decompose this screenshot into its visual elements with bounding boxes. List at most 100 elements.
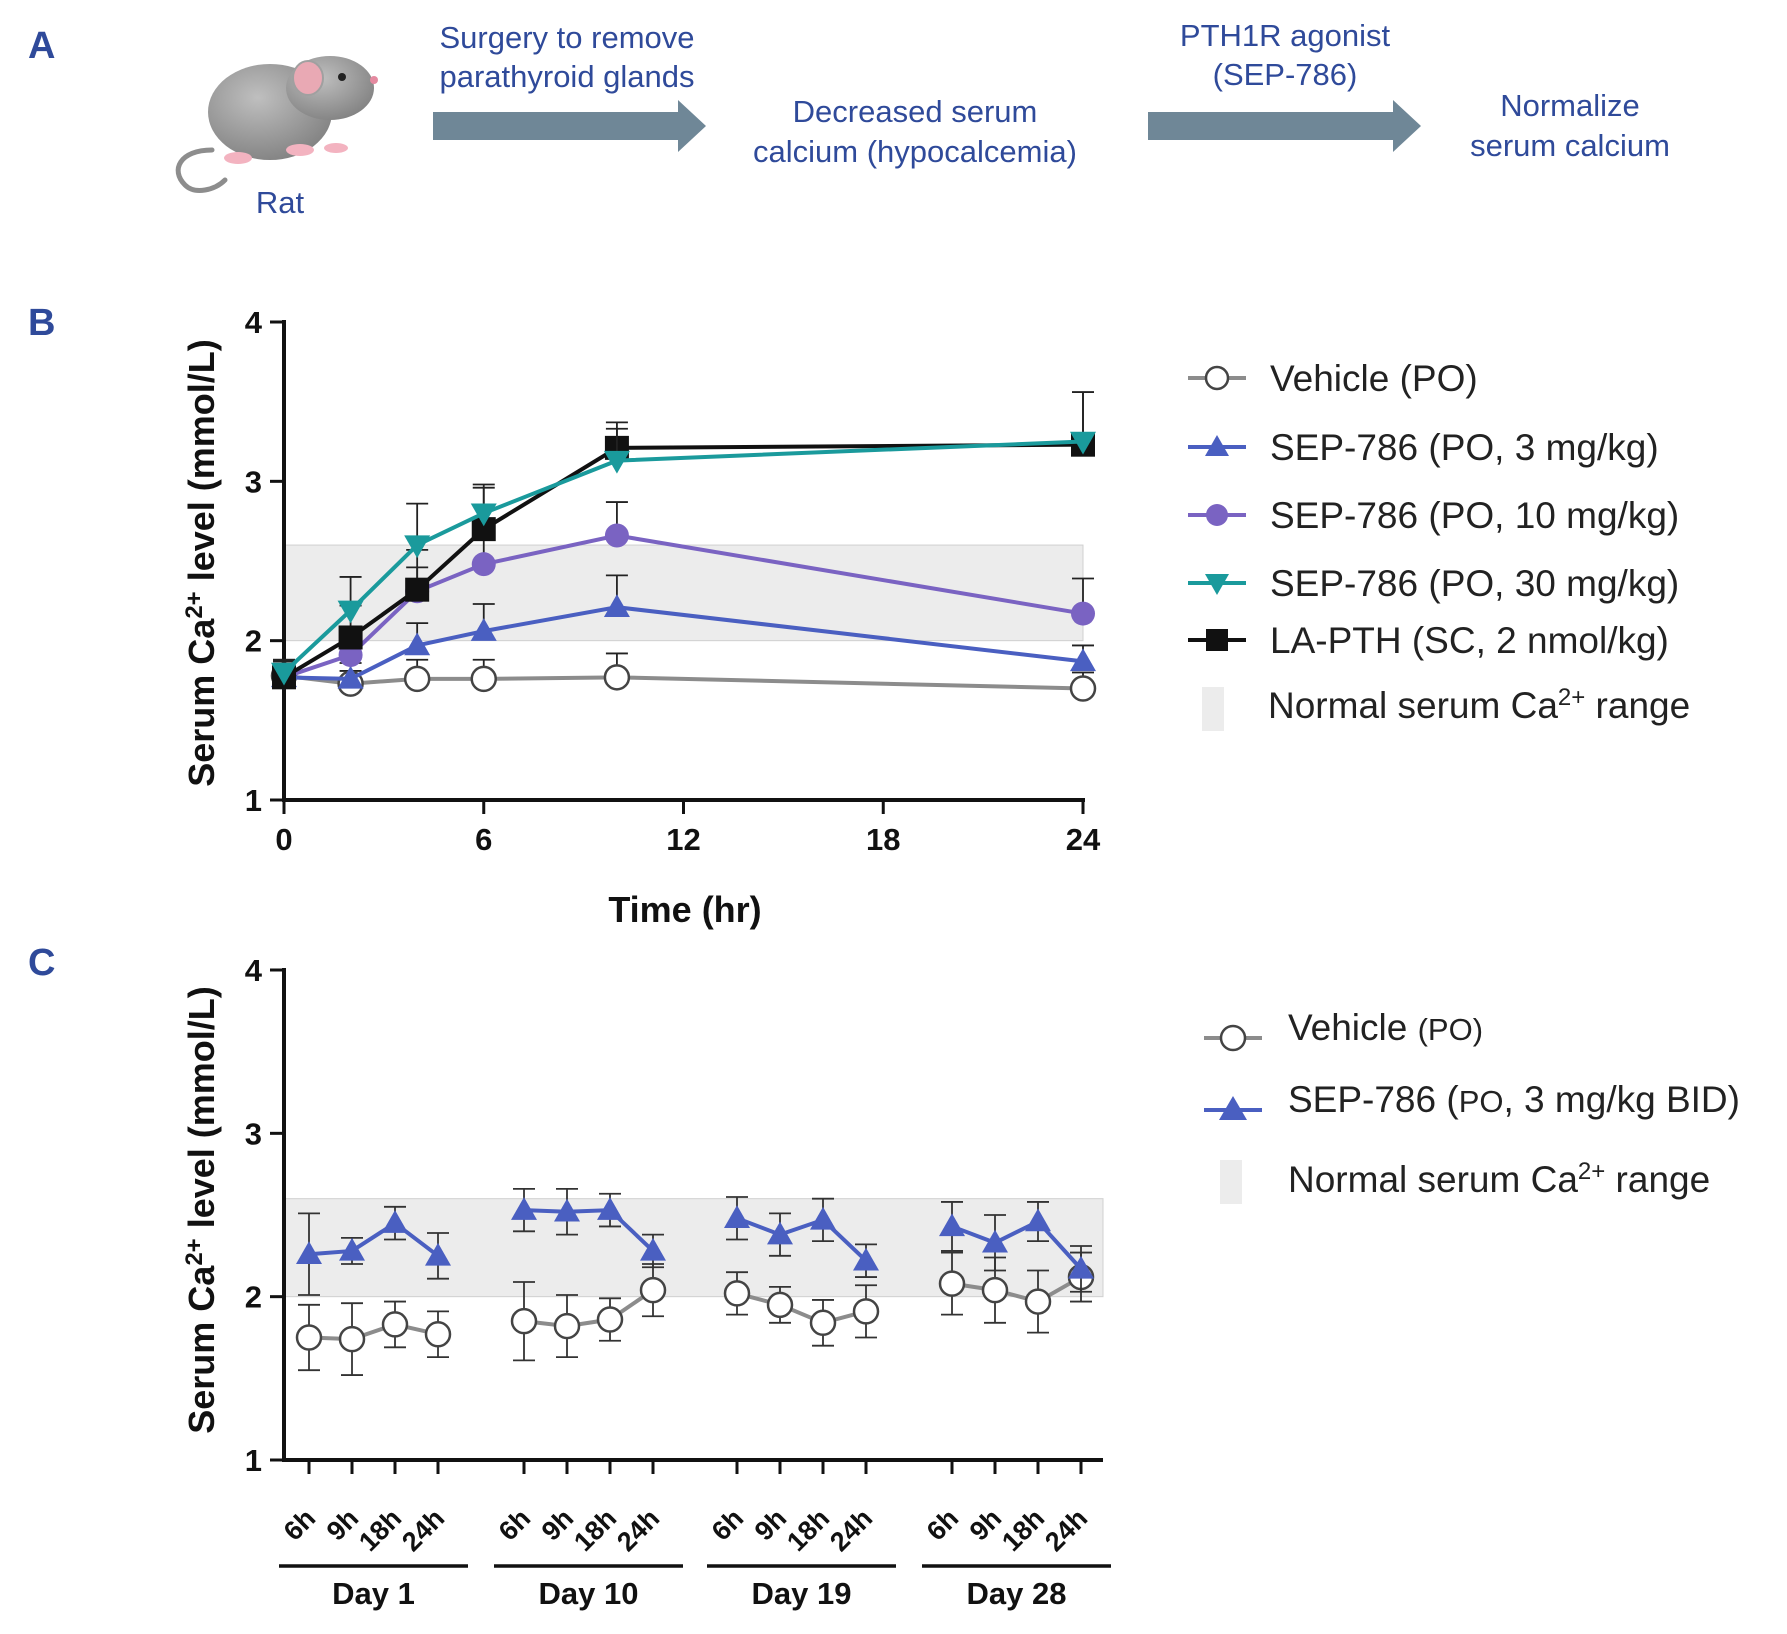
data-point-sep3-c <box>511 1197 537 1220</box>
legend-item-sep30-b: SEP-786 (PO, 30 mg/kg) <box>1188 563 1679 604</box>
outcome2-line2: serum calcium <box>1470 128 1670 163</box>
data-point-vehicle-c <box>553 1312 581 1340</box>
data-point-vehicle-c <box>510 1307 538 1335</box>
series-sep3-b <box>271 574 1096 689</box>
legend-label-sep30-b: SEP-786 (PO, 30 mg/kg) <box>1270 563 1679 604</box>
data-point-sep3-c <box>554 1198 580 1222</box>
series-line-sep3-c <box>308 1220 440 1258</box>
data-point-vehicle-c <box>938 1270 966 1297</box>
legend-label-sep10-b: SEP-786 (PO, 10 mg/kg) <box>1270 495 1679 536</box>
data-point-sep3-c <box>939 1213 965 1237</box>
data-point-sep3-c <box>382 1210 408 1233</box>
arrow-step1 <box>433 100 706 152</box>
data-point-sep10-b <box>604 523 629 548</box>
legend-band-swatch-c <box>1220 1160 1242 1204</box>
data-point-sep30-b <box>404 535 431 559</box>
data-point-sep3-c <box>425 1242 451 1266</box>
panel-letter-a: A <box>28 25 55 67</box>
panel-letter-b: B <box>28 302 55 344</box>
data-point-vehicle-b <box>1069 675 1097 702</box>
data-point-sep3-b <box>404 632 431 656</box>
hour-tick-label: 24h <box>611 1503 665 1557</box>
data-point-vehicle-b <box>470 665 497 693</box>
rat-label: Rat <box>256 185 305 220</box>
series-vehicle-c <box>295 1300 452 1376</box>
panel-letter-c: C <box>28 942 55 984</box>
outcome1-line1: Decreased serum <box>793 94 1038 129</box>
data-point-sep10-b <box>1071 601 1095 626</box>
y-axis-title-c: Serum Ca2+ level (mmol/L) <box>181 986 222 1434</box>
data-point-vehicle-c <box>723 1280 751 1307</box>
hour-tick-label: 18h <box>996 1503 1050 1557</box>
normal-range-rect-c <box>283 1198 1104 1298</box>
y-tick-label-c: 2 <box>245 1280 262 1315</box>
legend-marker-sep10-b <box>1206 504 1228 526</box>
series-line-sep3-b <box>283 605 1084 681</box>
legend-marker-sep3-c <box>1219 1096 1247 1120</box>
rat-illustration <box>175 56 378 193</box>
day-label: Day 10 <box>539 1576 639 1611</box>
data-point-vehicle-c <box>381 1311 409 1338</box>
y-tick-label-b: 2 <box>245 624 262 659</box>
series-sep3-c <box>511 1187 666 1269</box>
y-tick-label-b: 3 <box>245 464 262 499</box>
data-point-sep3-b <box>603 594 630 617</box>
data-point-vehicle-b <box>403 665 431 693</box>
series-vehicle-c <box>723 1271 880 1347</box>
data-point-vehicle-c <box>295 1324 323 1351</box>
day-group-1 <box>295 1205 452 1376</box>
data-point-sep3-c <box>724 1205 750 1229</box>
x-axis-title-b: Time (hr) <box>608 889 761 930</box>
legend-label-vehicle-b: Vehicle (PO) <box>1270 358 1478 399</box>
data-point-vehicle-c <box>766 1291 794 1319</box>
panel-a: A Rat Surgery to remove parathyroid glan… <box>28 18 1670 220</box>
y-tick-label-c: 4 <box>245 953 263 988</box>
data-point-sep10-b <box>471 552 496 577</box>
series-sep3-c <box>724 1196 879 1278</box>
data-point-sep3-c <box>597 1197 623 1220</box>
legend-label-vehicle-c: Vehicle (PO) <box>1288 1007 1483 1048</box>
data-point-vehicle-c <box>1024 1288 1052 1315</box>
day-label: Day 1 <box>332 1576 415 1611</box>
day-label: Day 28 <box>967 1576 1067 1611</box>
data-point-sep3-b <box>470 618 497 641</box>
data-point-sep30-b <box>337 600 364 624</box>
data-point-sep3-b <box>1070 648 1096 672</box>
series-vehicle-b <box>270 652 1097 702</box>
legend-marker-vehicle-b <box>1204 365 1230 391</box>
data-point-vehicle-c <box>338 1325 366 1353</box>
data-point-lapth-b <box>338 625 363 650</box>
y-tick-label-c: 1 <box>245 1443 262 1478</box>
data-point-sep3-c <box>640 1237 666 1261</box>
series-line-vehicle-c <box>523 1288 655 1329</box>
axes-c: 1 2 3 4 <box>245 953 1103 1478</box>
legend-item-sep10-b: SEP-786 (PO, 10 mg/kg) <box>1188 495 1679 536</box>
data-point-vehicle-c <box>639 1276 667 1304</box>
legend-marker-lapth-b <box>1206 629 1228 651</box>
data-point-vehicle-c <box>852 1298 880 1325</box>
legend-item-vehicle-c: Vehicle (PO) <box>1204 1007 1483 1052</box>
legend-band-label-c: Normal serum Ca2+ range <box>1288 1158 1710 1200</box>
series-line-sep3-c <box>951 1219 1083 1271</box>
legend-b-band: Normal serum Ca2+ range <box>1202 684 1690 731</box>
outcome1-line2: calcium (hypocalcemia) <box>753 134 1077 169</box>
data-point-sep3-c <box>339 1237 365 1261</box>
y-tick-label-c: 3 <box>245 1116 262 1151</box>
x-tick-label-b: 0 <box>275 822 292 857</box>
legend-label-lapth-b: LA-PTH (SC, 2 nmol/kg) <box>1270 620 1669 661</box>
legend-item-lapth-b: LA-PTH (SC, 2 nmol/kg) <box>1188 620 1669 661</box>
outcome2-line1: Normalize <box>1500 88 1640 123</box>
y-tick-label-b: 1 <box>245 783 262 818</box>
normal-range-band-c <box>283 1198 1104 1298</box>
legend-label-sep3-c: SEP-786 (PO, 3 mg/kg BID) <box>1288 1079 1740 1120</box>
y-tick-label-b: 4 <box>245 305 263 340</box>
data-point-sep3-c <box>810 1206 836 1230</box>
y-axis-title-b: Serum Ca2+ level (mmol/L) <box>181 339 222 787</box>
series-line-sep3-c <box>523 1208 655 1253</box>
day-group-2 <box>510 1187 667 1362</box>
series-lapth-b <box>272 391 1095 690</box>
hour-tick-label: 24h <box>1039 1503 1093 1557</box>
